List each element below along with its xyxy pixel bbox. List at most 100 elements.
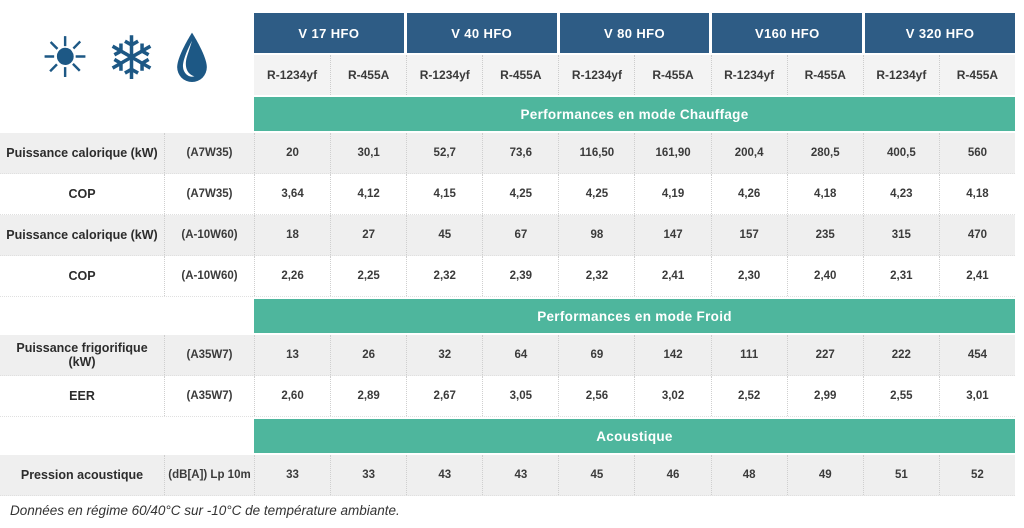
- value-cell: 2,99: [786, 376, 863, 416]
- section-header-froid: Performances en mode Froid: [254, 299, 1015, 333]
- footnote: Données en régime 60/40°C sur -10°C de t…: [10, 503, 400, 518]
- value-cell: 161,90: [634, 133, 710, 173]
- row-condition: (dB[A]) Lp 10m: [164, 455, 254, 495]
- refrigerant-cell: R-1234yf: [862, 55, 939, 95]
- value-cell: 73,6: [482, 133, 558, 173]
- value-cell: 4,18: [938, 174, 1015, 214]
- value-cell: 46: [634, 455, 710, 495]
- snowflake-icon: ❄: [106, 24, 157, 94]
- row-label: COP: [68, 269, 96, 283]
- value-cell: 2,31: [862, 256, 939, 296]
- table-row-eer: EER (A35W7) 2,60 2,89 2,67 3,05 2,56 3,0…: [0, 376, 1015, 417]
- refrigerant-cell: R-1234yf: [406, 55, 482, 95]
- value-cell: 26: [330, 335, 406, 375]
- value-cell: 200,4: [710, 133, 787, 173]
- section-header-chauffage: Performances en mode Chauffage: [254, 97, 1015, 131]
- value-cell: 3,64: [254, 174, 330, 214]
- refrigerant-cell: R-455A: [330, 55, 406, 95]
- value-cell: 4,12: [330, 174, 406, 214]
- value-cell: 67: [482, 215, 558, 255]
- value-cell: 4,25: [558, 174, 634, 214]
- value-cell: 2,32: [558, 256, 634, 296]
- row-label: EER: [69, 389, 95, 403]
- row-label: Puissance frigorifique (kW): [16, 341, 148, 369]
- row-label: COP: [68, 187, 96, 201]
- value-cell: 157: [710, 215, 787, 255]
- value-cell: 98: [558, 215, 634, 255]
- value-cell: 235: [786, 215, 863, 255]
- value-cell: 3,05: [482, 376, 558, 416]
- row-label: Pression acoustique: [20, 468, 144, 482]
- value-cell: 454: [938, 335, 1015, 375]
- value-cell: 4,19: [634, 174, 710, 214]
- value-cell: 2,40: [786, 256, 863, 296]
- value-cell: 20: [254, 133, 330, 173]
- value-cell: 4,26: [710, 174, 787, 214]
- refrigerant-cell: R-455A: [786, 55, 863, 95]
- model-header-v40: V 40 HFO: [406, 13, 557, 53]
- value-cell: 3,01: [938, 376, 1015, 416]
- value-cell: 280,5: [786, 133, 863, 173]
- refrigerant-cell: R-1234yf: [710, 55, 787, 95]
- value-cell: 2,25: [330, 256, 406, 296]
- refrigerant-cell: R-1234yf: [558, 55, 634, 95]
- value-cell: 470: [938, 215, 1015, 255]
- value-cell: 142: [634, 335, 710, 375]
- table-row-pression-acoustique: Pression acoustique (dB[A]) Lp 10m 33 33…: [0, 455, 1015, 496]
- value-cell: 560: [938, 133, 1015, 173]
- value-cell: 43: [406, 455, 482, 495]
- performance-table: V 17 HFO V 40 HFO V 80 HFO V160 HFO V 32…: [0, 13, 1015, 496]
- value-cell: 52: [938, 455, 1015, 495]
- value-cell: 52,7: [406, 133, 482, 173]
- value-cell: 2,67: [406, 376, 482, 416]
- value-cell: 18: [254, 215, 330, 255]
- model-header-row: V 17 HFO V 40 HFO V 80 HFO V160 HFO V 32…: [254, 13, 1015, 53]
- refrigerant-cell: R-1234yf: [267, 68, 318, 82]
- value-cell: 2,30: [710, 256, 787, 296]
- value-cell: 315: [862, 215, 939, 255]
- value-cell: 33: [254, 455, 330, 495]
- value-cell: 2,39: [482, 256, 558, 296]
- value-cell: 2,60: [254, 376, 330, 416]
- value-cell: 4,23: [862, 174, 939, 214]
- value-cell: 33: [330, 455, 406, 495]
- value-cell: 4,15: [406, 174, 482, 214]
- value-cell: 32: [406, 335, 482, 375]
- value-cell: 27: [330, 215, 406, 255]
- value-cell: 147: [634, 215, 710, 255]
- row-label: Puissance calorique (kW): [6, 228, 158, 242]
- value-cell: 48: [710, 455, 787, 495]
- value-cell: 2,41: [634, 256, 710, 296]
- section-header-acoustique: Acoustique: [254, 419, 1015, 453]
- value-cell: 13: [254, 335, 330, 375]
- model-header-v17: V 17 HFO: [254, 13, 404, 53]
- table-row-puissance-calorique-a7w35: Puissance calorique (kW) (A7W35) 20 30,1…: [0, 133, 1015, 174]
- value-cell: 227: [786, 335, 863, 375]
- row-condition: (A-10W60): [164, 215, 254, 255]
- model-header-v320: V 320 HFO: [865, 13, 1015, 53]
- model-header-v160: V160 HFO: [712, 13, 863, 53]
- refrigerant-cell: R-455A: [634, 55, 710, 95]
- value-cell: 3,02: [634, 376, 710, 416]
- row-condition: (A35W7): [164, 335, 254, 375]
- value-cell: 2,32: [406, 256, 482, 296]
- refrigerant-cell: R-455A: [938, 55, 1015, 95]
- model-header-v80: V 80 HFO: [559, 13, 710, 53]
- value-cell: 30,1: [330, 133, 406, 173]
- value-cell: 111: [710, 335, 787, 375]
- value-cell: 43: [482, 455, 558, 495]
- row-label: Puissance calorique (kW): [6, 146, 158, 160]
- refrigerant-cell: R-455A: [482, 55, 558, 95]
- value-cell: 49: [786, 455, 863, 495]
- value-cell: 51: [862, 455, 939, 495]
- table-row-puissance-calorique-a10w60: Puissance calorique (kW) (A-10W60) 18 27…: [0, 215, 1015, 256]
- value-cell: 45: [558, 455, 634, 495]
- value-cell: 2,41: [938, 256, 1015, 296]
- table-row-cop-a10w60: COP (A-10W60) 2,26 2,25 2,32 2,39 2,32 2…: [0, 256, 1015, 297]
- row-condition: (A35W7): [164, 376, 254, 416]
- value-cell: 2,89: [330, 376, 406, 416]
- table-row-cop-a7w35: COP (A7W35) 3,64 4,12 4,15 4,25 4,25 4,1…: [0, 174, 1015, 215]
- value-cell: 4,25: [482, 174, 558, 214]
- value-cell: 400,5: [862, 133, 939, 173]
